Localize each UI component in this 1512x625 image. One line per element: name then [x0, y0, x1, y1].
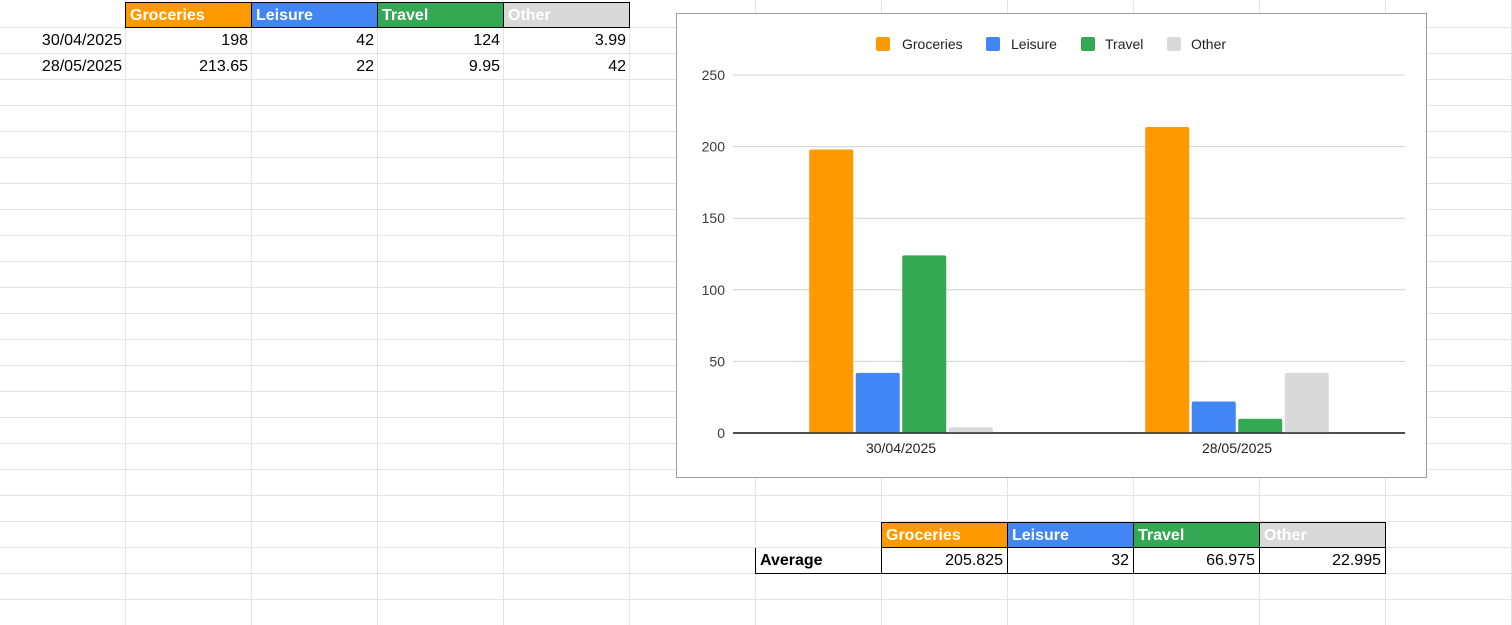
- header-cell-travel[interactable]: Travel: [378, 2, 504, 28]
- average-value-cell[interactable]: 66.975: [1134, 548, 1260, 574]
- legend-label-leisure: Leisure: [1011, 36, 1057, 52]
- average-value-cell[interactable]: 32: [1008, 548, 1134, 574]
- legend-label-other: Other: [1191, 36, 1226, 52]
- x-tick-label: 28/05/2025: [1202, 440, 1272, 456]
- value-cell[interactable]: 42: [608, 58, 626, 75]
- avg-header-cell-other[interactable]: Other: [1260, 522, 1386, 548]
- legend-label-travel: Travel: [1105, 36, 1143, 52]
- chart-canvas: 0 50 100 150 200 250 30/04/2025 28/05/2025 Groce…: [702, 36, 1405, 456]
- grid-line: [0, 495, 1512, 496]
- bar-other: [948, 427, 993, 433]
- y-tick-label: 150: [702, 210, 726, 226]
- bar-travel: [902, 255, 947, 433]
- value-cell[interactable]: 124: [473, 32, 500, 49]
- y-tick-label: 50: [709, 353, 725, 369]
- grid-line: [503, 0, 504, 625]
- y-tick-label: 0: [717, 425, 725, 441]
- y-tick-label: 250: [702, 67, 726, 83]
- bar-groceries: [809, 149, 854, 434]
- bar-chart[interactable]: 0 50 100 150 200 250 30/04/2025 28/05/2025 Groce…: [676, 13, 1427, 478]
- legend-label-groceries: Groceries: [902, 36, 963, 52]
- average-value-cell[interactable]: 22.995: [1260, 548, 1386, 574]
- grid-line: [125, 0, 126, 625]
- grid-line: [0, 547, 1512, 548]
- header-cell-groceries[interactable]: Groceries: [125, 2, 252, 28]
- header-cell-other[interactable]: Other: [504, 2, 630, 28]
- value-cell[interactable]: 3.99: [594, 32, 626, 49]
- header-cell-leisure[interactable]: Leisure: [252, 2, 378, 28]
- value-cell[interactable]: 9.95: [468, 58, 500, 75]
- legend-swatch-travel: [1081, 37, 1095, 51]
- bar-leisure: [1191, 401, 1236, 433]
- date-cell[interactable]: 30/04/2025: [41, 32, 122, 49]
- x-tick-label: 30/04/2025: [866, 440, 936, 456]
- y-tick-label: 100: [702, 282, 726, 298]
- bar-travel: [1238, 418, 1283, 433]
- value-cell[interactable]: 198: [221, 32, 248, 49]
- avg-header-cell-travel[interactable]: Travel: [1134, 522, 1260, 548]
- legend-swatch-groceries: [876, 37, 890, 51]
- average-label-cell[interactable]: Average: [755, 548, 882, 574]
- average-value-cell[interactable]: 205.825: [882, 548, 1008, 574]
- avg-header-cell-groceries[interactable]: Groceries: [881, 522, 1008, 548]
- legend-swatch-other: [1167, 37, 1181, 51]
- avg-header-cell-leisure[interactable]: Leisure: [1008, 522, 1134, 548]
- value-cell[interactable]: 42: [356, 32, 374, 49]
- bar-other: [1284, 372, 1329, 433]
- grid-line: [0, 599, 1512, 600]
- grid-line: [629, 0, 630, 625]
- bar-leisure: [855, 372, 900, 433]
- value-cell[interactable]: 213.65: [199, 58, 248, 75]
- legend-swatch-leisure: [986, 37, 1000, 51]
- date-cell[interactable]: 28/05/2025: [41, 58, 122, 75]
- grid-line: [251, 0, 252, 625]
- bar-groceries: [1145, 127, 1190, 434]
- grid-line: [377, 0, 378, 625]
- grid-line: [0, 521, 1512, 522]
- y-tick-label: 200: [702, 139, 726, 155]
- value-cell[interactable]: 22: [356, 58, 374, 75]
